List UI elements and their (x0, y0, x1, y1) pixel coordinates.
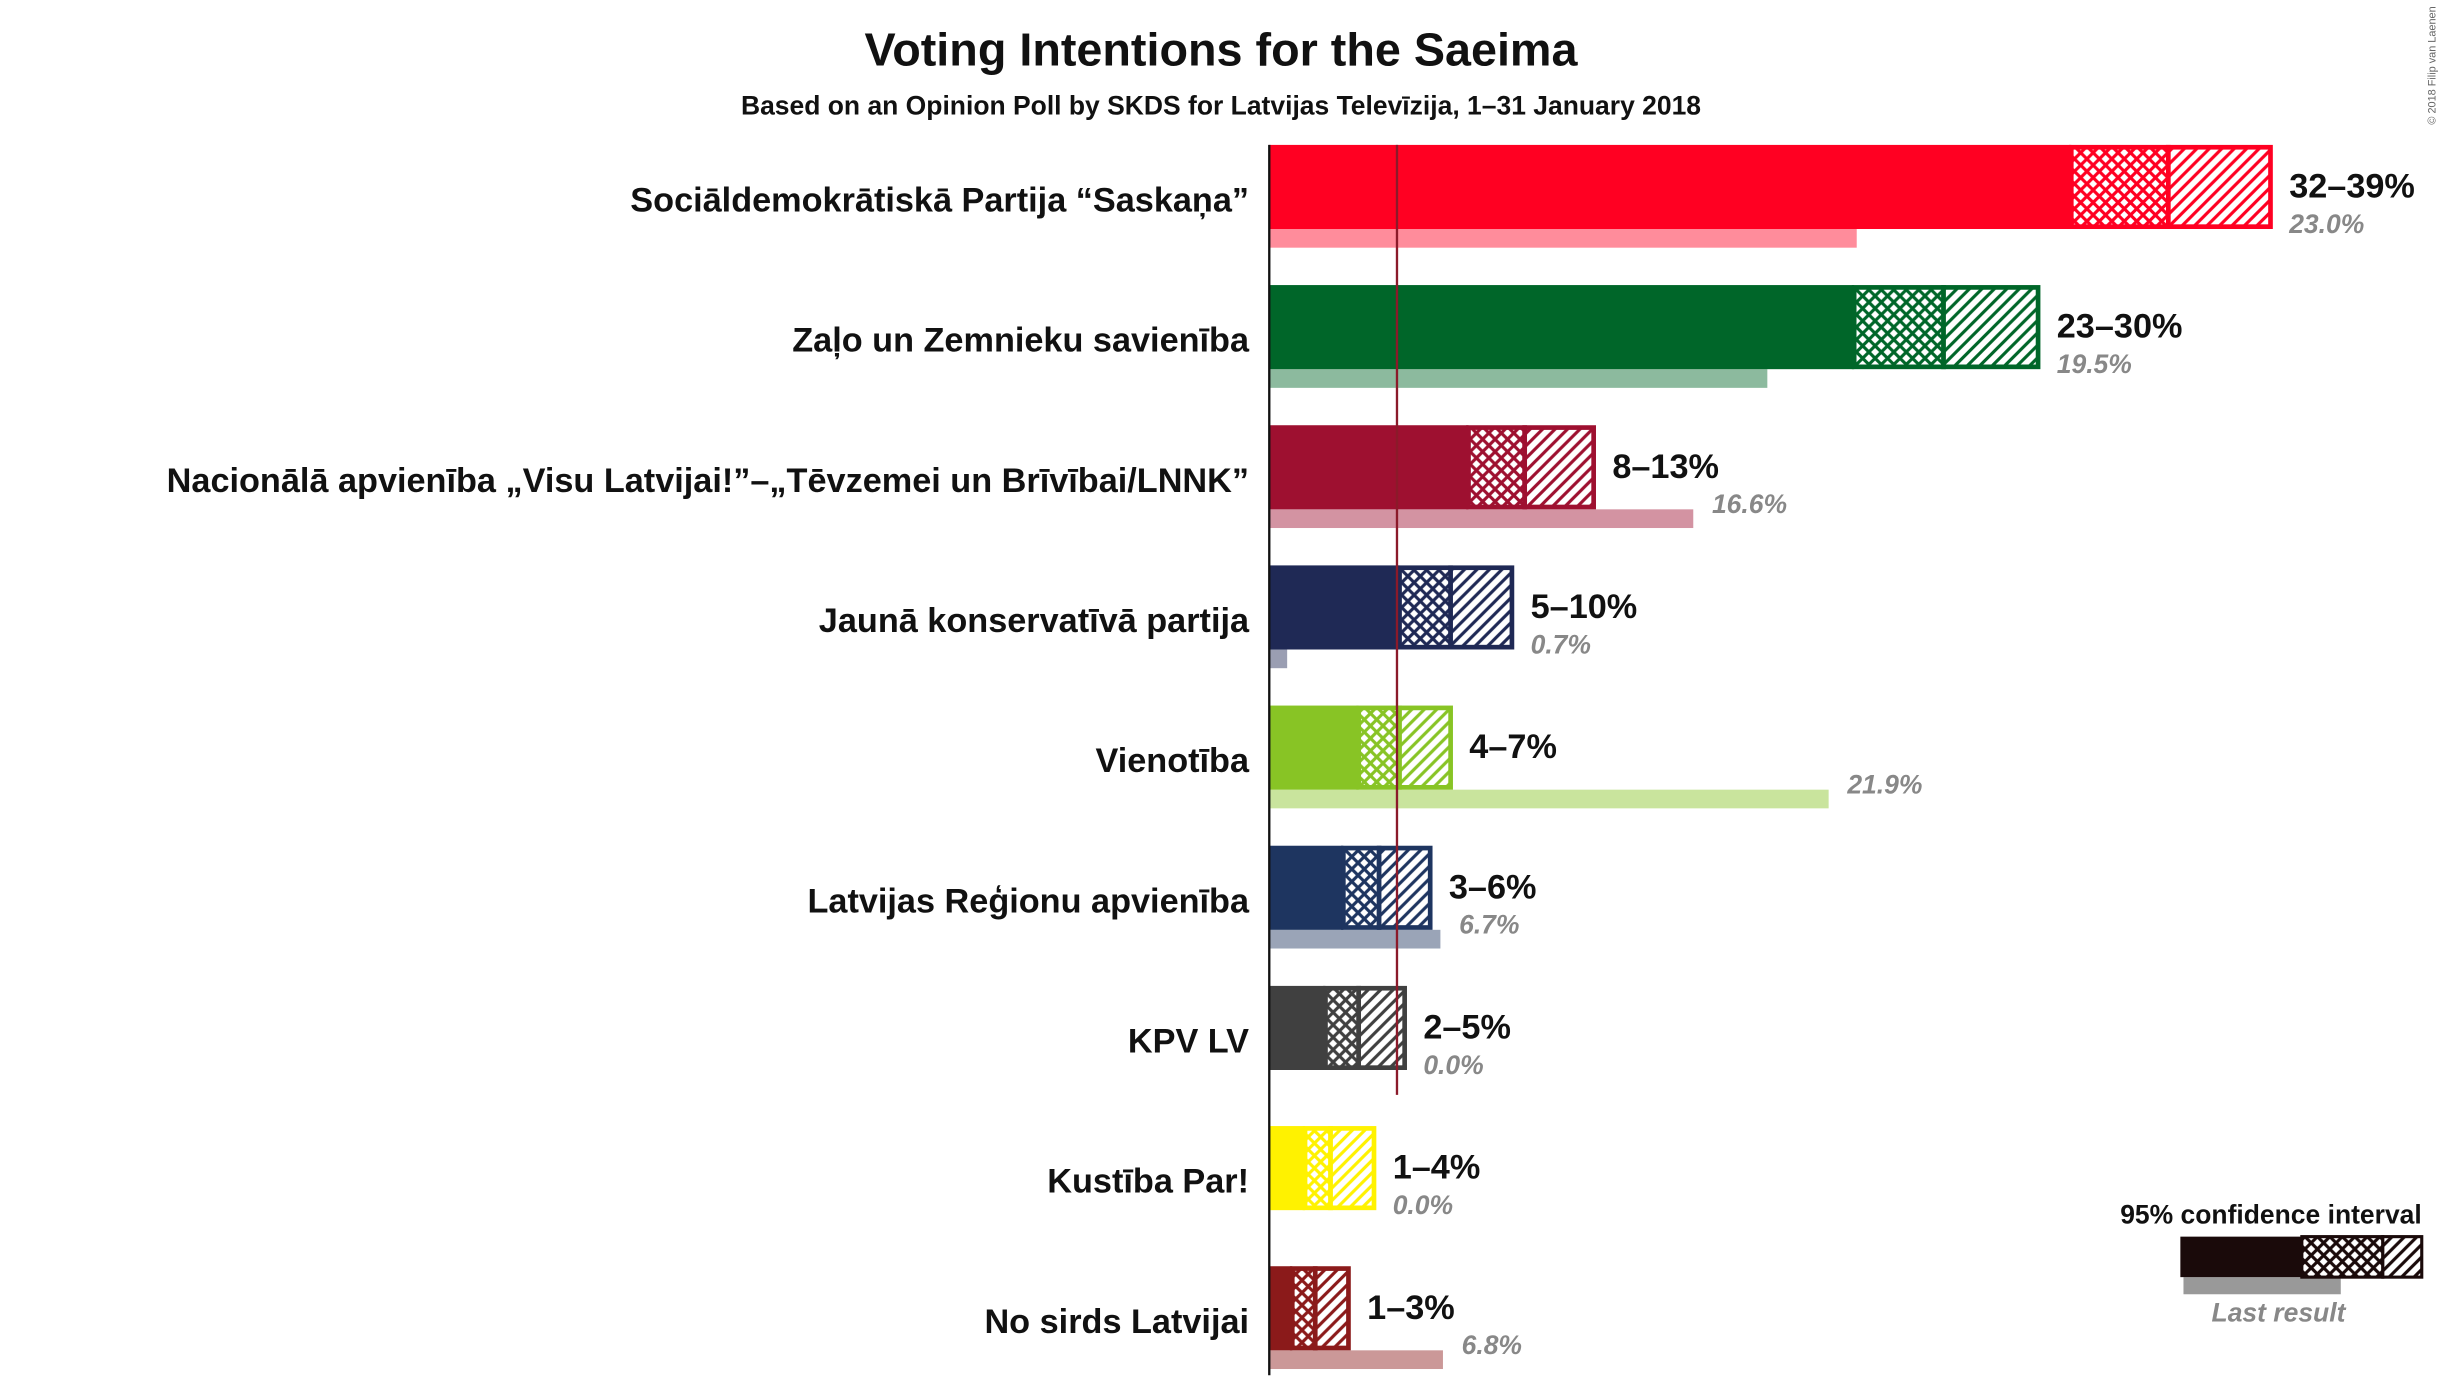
interval-label: 3–6% (1449, 868, 1537, 906)
interval-label: 4–7% (1469, 728, 1557, 766)
interval-low-bar (1269, 285, 1855, 370)
interval-low-bar (1269, 425, 1469, 510)
interval-low-bar (1269, 985, 1326, 1070)
interval-median-bar (1851, 285, 1946, 370)
party-label: No sirds Latvijai (984, 1303, 1249, 1341)
legend-swatch (2381, 1235, 2424, 1279)
interval-label: 5–10% (1531, 588, 1638, 626)
interval-median-bar (1466, 425, 1528, 510)
legend-last: Last result (2212, 1298, 2347, 1328)
interval-label: 2–5% (1423, 1009, 1511, 1047)
interval-high-bar (1522, 425, 1596, 510)
party-label: Kustība Par! (1047, 1163, 1249, 1201)
last-result-bar (1269, 509, 1694, 529)
interval-median-bar (1289, 1266, 1318, 1351)
interval-low-bar (1269, 705, 1359, 790)
last-result-label: 0.7% (1531, 629, 1591, 659)
interval-median-bar (1356, 705, 1402, 790)
party-label: Vienotība (1096, 742, 1250, 780)
interval-high-bar (1328, 1126, 1377, 1211)
last-result-bar (1269, 649, 1288, 669)
legend-swatch (2183, 1277, 2341, 1295)
interval-low-bar (1269, 144, 2072, 230)
interval-high-bar (2165, 144, 2273, 230)
interval-median-bar (1323, 985, 1362, 1070)
interval-low-bar (1269, 565, 1400, 650)
chart-subtitle: Based on an Opinion Poll by SKDS for Lat… (741, 91, 1701, 121)
last-result-bar (1269, 1350, 1443, 1370)
interval-high-bar (1376, 845, 1433, 930)
interval-median-bar (1397, 565, 1453, 650)
last-result-bar (1269, 229, 1857, 248)
legend-swatch (2180, 1236, 2302, 1278)
party-label: Latvijas Reģionu apvienība (807, 882, 1250, 920)
interval-median-bar (2068, 144, 2171, 230)
party-label: Nacionālā apvienība „Visu Latvijai!”–„Tē… (167, 462, 1249, 500)
interval-label: 32–39% (2289, 168, 2415, 206)
interval-low-bar (1269, 1266, 1293, 1351)
last-result-label: 19.5% (2057, 349, 2132, 379)
party-label: KPV LV (1128, 1023, 1249, 1061)
last-result-label: 0.0% (1423, 1050, 1483, 1080)
last-result-label: 21.9% (1846, 770, 1922, 800)
last-result-label: 23.0% (2288, 209, 2364, 239)
last-result-label: 16.6% (1712, 489, 1787, 519)
interval-high-bar (1312, 1266, 1351, 1351)
interval-high-bar (1941, 285, 2041, 370)
interval-label: 23–30% (2057, 308, 2183, 346)
legend-title: 95% confidence interval (2120, 1199, 2422, 1229)
interval-low-bar (1269, 1126, 1306, 1211)
interval-high-bar (1397, 705, 1453, 790)
interval-median-bar (1302, 1126, 1333, 1211)
interval-label: 1–3% (1367, 1289, 1455, 1327)
party-label: Zaļo un Zemnieku savienība (792, 322, 1250, 360)
last-result-bar (1269, 789, 1829, 809)
interval-median-bar (1341, 845, 1382, 930)
interval-high-bar (1448, 565, 1515, 650)
interval-low-bar (1269, 845, 1344, 930)
last-result-label: 6.7% (1459, 910, 1519, 940)
credit: © 2018 Filip van Laenen (2427, 6, 2439, 124)
party-label: Jaunā konservatīvā partija (819, 602, 1250, 640)
legend-swatch (2300, 1235, 2385, 1279)
party-label: Sociāldemokrātiskā Partija “Saskaņa” (630, 182, 1249, 220)
interval-label: 8–13% (1612, 448, 1719, 486)
last-result-label: 0.0% (1393, 1190, 1453, 1220)
last-result-label: 6.8% (1462, 1330, 1522, 1360)
interval-label: 1–4% (1393, 1149, 1481, 1187)
last-result-bar (1269, 369, 1768, 388)
bars (1269, 144, 2273, 1370)
chart-title: Voting Intentions for the Saeima (865, 23, 1579, 75)
last-result-bar (1269, 929, 1441, 949)
